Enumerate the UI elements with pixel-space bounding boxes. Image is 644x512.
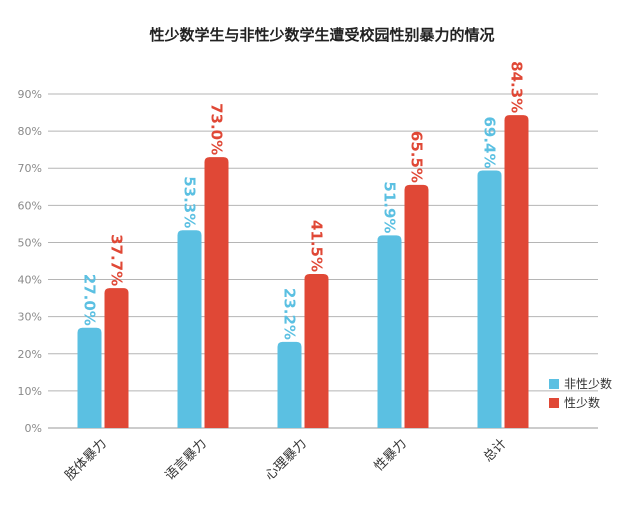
category-label: 性暴力 [372, 436, 410, 474]
chart-title: 性少数学生与非性少数学生遭受校园性别暴力的情况 [149, 26, 494, 44]
legend-label: 非性少数 [564, 376, 612, 391]
value-label: 69.4% [481, 116, 499, 168]
value-label: 27.0% [81, 274, 99, 326]
category-label: 心理暴力 [262, 436, 309, 483]
y-tick-label: 20% [18, 348, 42, 361]
bar [404, 184, 429, 428]
bar [504, 115, 529, 429]
y-tick-label: 40% [18, 274, 42, 287]
bar [104, 288, 129, 428]
category-label: 语言暴力 [162, 436, 209, 483]
value-labels: 27.0% 37.7% 53.3% 73.0% 23.2% 41.5% 51.9% 65.5%… [81, 61, 526, 340]
legend-swatch [549, 379, 559, 389]
bar [77, 327, 102, 428]
y-tick-label: 50% [18, 236, 42, 249]
category-label: 总计 [481, 436, 510, 465]
y-axis-ticks: 0% 10% 20% 30% 40% 50% 60% 70% 80% 90% [18, 88, 42, 435]
value-label: 23.2% [281, 288, 299, 340]
bar [477, 170, 502, 428]
bar [377, 235, 402, 428]
y-tick-label: 70% [18, 162, 42, 175]
y-tick-label: 90% [18, 88, 42, 101]
bar [277, 341, 302, 428]
value-label: 73.0% [208, 103, 226, 155]
value-label: 65.5% [408, 131, 426, 183]
bar [304, 273, 329, 428]
value-label: 37.7% [108, 234, 126, 286]
y-tick-label: 80% [18, 125, 42, 138]
y-tick-label: 30% [18, 311, 42, 324]
value-label: 84.3% [508, 61, 526, 113]
x-axis-categories: 肢体暴力 语言暴力 心理暴力 性暴力 总计 [62, 436, 510, 484]
category-label: 肢体暴力 [62, 436, 110, 484]
value-label: 41.5% [308, 220, 326, 272]
y-tick-label: 10% [18, 385, 42, 398]
legend-label: 性少数 [564, 395, 600, 410]
legend-swatch [549, 398, 559, 408]
bars [77, 115, 529, 429]
value-label: 53.3% [181, 176, 199, 228]
y-tick-label: 60% [18, 199, 42, 212]
bar [204, 157, 229, 429]
y-tick-label: 0% [25, 422, 42, 435]
bar [177, 230, 202, 428]
value-label: 51.9% [381, 181, 399, 233]
